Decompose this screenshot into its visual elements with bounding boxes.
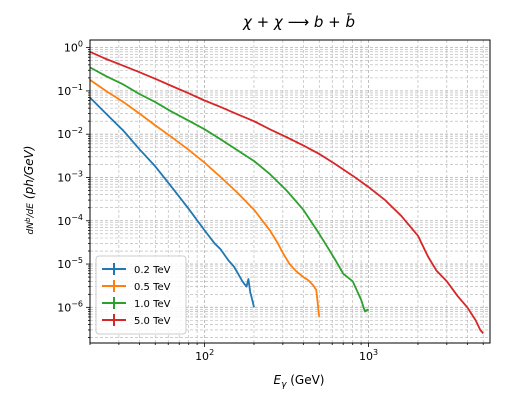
series-line-2 <box>90 66 370 313</box>
x-axis-label: Eγ (GeV) <box>274 373 325 390</box>
x-tick-label: 103 <box>359 348 378 363</box>
series-line-0 <box>90 96 255 308</box>
x-tick-label: 102 <box>195 348 214 363</box>
series-line-1 <box>90 79 321 317</box>
legend-label-0: 0.2 TeV <box>134 265 171 276</box>
y-tick-label: 10−4 <box>57 213 83 228</box>
svg-text:dNb/dE(ph/GeV): dNb/dE(ph/GeV) <box>22 146 36 235</box>
chart-title: χ + χ ⟶ b + b̄ <box>242 12 355 31</box>
y-axis-label: dNb/dE(ph/GeV) <box>22 146 36 235</box>
y-tick-label: 10−1 <box>57 83 83 98</box>
grid <box>89 40 490 343</box>
svg-text:χ + χ ⟶ b + b̄: χ + χ ⟶ b + b̄ <box>242 12 355 31</box>
legend-label-2: 1.0 TeV <box>134 299 171 310</box>
legend: 0.2 TeV 0.5 TeV 1.0 TeV 5.0 TeV <box>95 255 187 335</box>
title-text: χ + χ <box>242 13 284 31</box>
y-tick-label: 10−3 <box>57 169 83 184</box>
y-tick-label: 10−5 <box>57 256 83 271</box>
plot-frame <box>89 39 491 344</box>
y-tick-label: 10−2 <box>57 126 83 141</box>
y-tick-label: 10−6 <box>57 299 83 314</box>
legend-box <box>95 255 187 335</box>
legend-label-3: 5.0 TeV <box>134 316 171 327</box>
series-line-3 <box>90 50 484 334</box>
y-tick-label: 100 <box>64 40 83 55</box>
series-layer <box>90 50 484 334</box>
axis-ticks: 102 103 100 10−1 10−2 10−3 10−4 10−5 10−6 <box>57 40 484 363</box>
legend-label-1: 0.5 TeV <box>134 282 171 293</box>
